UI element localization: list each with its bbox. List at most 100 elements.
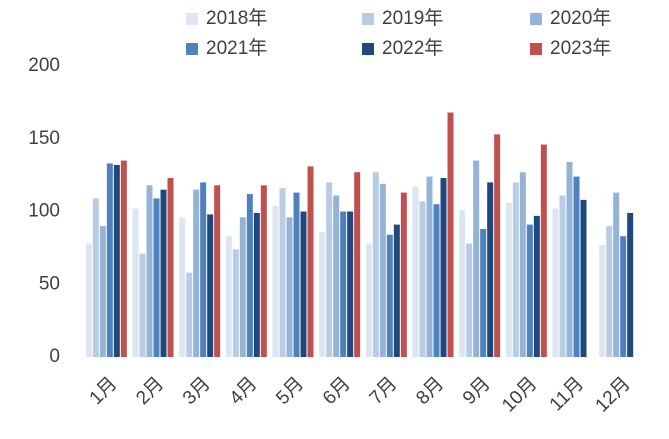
bar xyxy=(573,176,580,357)
bar xyxy=(272,205,279,357)
legend-swatch xyxy=(530,43,542,55)
bar xyxy=(225,236,232,357)
bar xyxy=(260,185,267,357)
bar xyxy=(519,172,526,357)
legend-swatch xyxy=(186,43,198,55)
bar xyxy=(393,224,400,357)
bar xyxy=(307,166,314,357)
bar xyxy=(300,211,307,357)
bar xyxy=(193,189,200,357)
bar xyxy=(606,226,613,357)
bar xyxy=(253,212,260,357)
x-tick-label: 3月 xyxy=(179,373,215,409)
x-tick-label: 6月 xyxy=(319,373,355,409)
bar xyxy=(599,244,606,357)
bar xyxy=(540,144,547,357)
x-tick-label: 10月 xyxy=(498,373,541,416)
bar xyxy=(627,212,634,357)
bar xyxy=(372,172,379,357)
bar xyxy=(620,236,627,357)
bar xyxy=(365,243,372,357)
bar xyxy=(106,163,113,357)
bar xyxy=(113,164,120,357)
bar xyxy=(419,201,426,357)
bar xyxy=(85,243,92,357)
legend-label: 2021年 xyxy=(206,37,267,59)
bar xyxy=(459,210,466,357)
bar xyxy=(552,208,559,357)
legend-label: 2020年 xyxy=(550,7,611,29)
legend-swatch xyxy=(186,13,198,25)
bar xyxy=(447,112,454,357)
bar xyxy=(340,211,347,357)
x-tick-label: 5月 xyxy=(272,373,308,409)
bar xyxy=(200,182,207,357)
bar xyxy=(512,182,519,357)
bar xyxy=(487,182,494,357)
bar xyxy=(400,192,407,357)
x-tick-label: 11月 xyxy=(546,373,588,415)
bar xyxy=(473,160,480,357)
bar xyxy=(347,211,354,357)
bar xyxy=(494,134,501,357)
bar xyxy=(293,192,300,357)
bar xyxy=(146,185,153,357)
y-tick-label: 50 xyxy=(39,273,60,294)
bar xyxy=(580,199,587,357)
bar xyxy=(433,204,440,357)
legend-swatch xyxy=(362,43,374,55)
x-tick-label: 7月 xyxy=(366,373,402,409)
y-tick-label: 150 xyxy=(28,128,60,149)
bar xyxy=(132,208,139,357)
bar xyxy=(207,214,214,357)
bar xyxy=(214,185,221,357)
legend-label: 2023年 xyxy=(550,37,611,59)
bar xyxy=(160,189,167,357)
bar xyxy=(333,195,340,357)
y-tick-label: 0 xyxy=(49,346,60,367)
bar xyxy=(279,188,286,357)
legend-swatch xyxy=(362,13,374,25)
bar xyxy=(426,176,433,357)
y-tick-label: 200 xyxy=(28,55,60,76)
bar xyxy=(505,202,512,357)
bar xyxy=(153,198,160,357)
x-tick-label: 9月 xyxy=(459,373,495,409)
legend-label: 2019年 xyxy=(382,7,443,29)
y-tick-label: 100 xyxy=(28,201,60,222)
bar xyxy=(526,224,533,357)
bar xyxy=(167,178,174,357)
bar xyxy=(466,243,473,357)
x-tick-label: 4月 xyxy=(226,373,262,409)
x-tick-label: 2月 xyxy=(132,373,168,409)
bar xyxy=(139,253,146,357)
bar xyxy=(613,192,620,357)
bar xyxy=(354,172,361,357)
bar xyxy=(440,178,447,357)
bar xyxy=(246,194,253,357)
legend-label: 2018年 xyxy=(206,7,267,29)
bar xyxy=(412,186,419,357)
bar xyxy=(120,160,127,357)
bar xyxy=(480,228,487,357)
bar xyxy=(559,195,566,357)
bar xyxy=(179,217,186,357)
bar xyxy=(386,234,393,357)
bar xyxy=(286,217,293,357)
x-tick-label: 1月 xyxy=(86,373,122,409)
bar xyxy=(566,162,573,357)
bar xyxy=(319,231,326,357)
bar xyxy=(99,226,106,357)
bar xyxy=(232,249,239,357)
legend-swatch xyxy=(530,13,542,25)
bar xyxy=(326,182,333,357)
bar xyxy=(92,198,99,357)
bar xyxy=(186,272,193,357)
legend-label: 2022年 xyxy=(382,37,443,59)
bar xyxy=(533,215,540,357)
x-tick-label: 12月 xyxy=(592,373,635,416)
x-tick-label: 8月 xyxy=(412,373,448,409)
bar xyxy=(379,183,386,357)
bar xyxy=(239,217,246,357)
